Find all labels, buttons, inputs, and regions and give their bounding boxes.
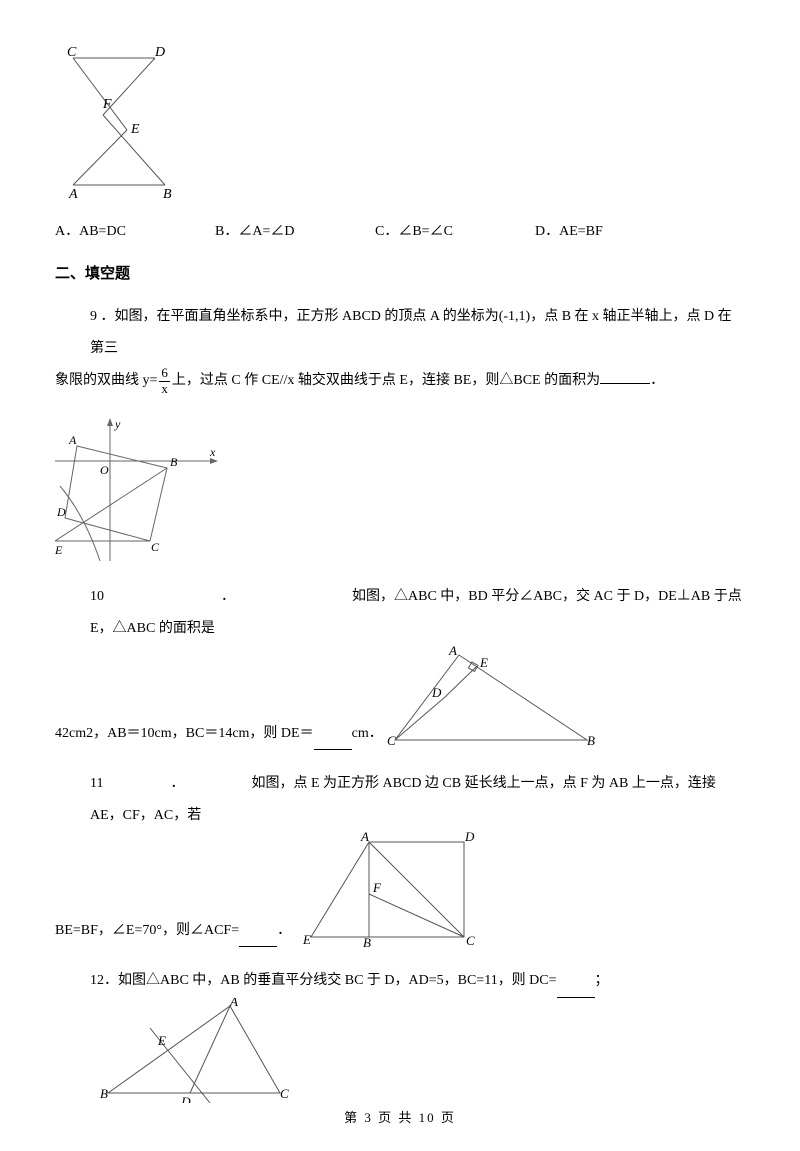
q10: 10 ． 如图，△ABC 中，BD 平分∠ABC，交 AC 于 D，DE⊥AB …: [55, 581, 745, 750]
q9-svg: y A B x O D E C: [55, 416, 225, 566]
q9-text-b: 象限的双曲线 y=: [55, 373, 157, 388]
page-footer: 第 3 页 共 10 页: [0, 1107, 800, 1126]
section-2-heading: 二、填空题: [55, 262, 745, 283]
q11-line1: 11 ． 如图，点 E 为正方形 ABCD 边 CB 延长线上一点，点 F 为 …: [90, 768, 745, 832]
q12-semicolon: ；: [595, 965, 609, 997]
page: C D F E A B A．AB=DC B．∠A=∠D C．∠B=∠C D．AE…: [0, 0, 800, 1151]
q9-label-y: y: [114, 417, 121, 431]
q9-text-a: ．如图，在平面直角坐标系中，正方形 ABCD 的顶点 A 的坐标为(-1,1)，…: [90, 309, 732, 356]
q9-label-D: D: [56, 505, 66, 519]
q9-frac-num: 6: [159, 366, 170, 381]
q8-label-D: D: [154, 45, 165, 60]
q9-label-O: O: [100, 463, 109, 477]
q11: 11 ． 如图，点 E 为正方形 ABCD 边 CB 延长线上一点，点 F 为 …: [55, 768, 745, 947]
q10-text-b: 42cm2，AB＝10cm，BC＝14cm，则 DE＝: [55, 718, 314, 750]
q9-period: ．: [650, 373, 664, 388]
q9-label-x: x: [209, 445, 216, 459]
q9-frac-den: x: [159, 382, 170, 396]
q11-label-A: A: [360, 832, 369, 844]
q9-line1: 9 ．如图，在平面直角坐标系中，正方形 ABCD 的顶点 A 的坐标为(-1,1…: [90, 301, 745, 365]
q11-label-F: F: [372, 880, 382, 895]
q10-text-a: 如图，△ABC 中，BD 平分∠ABC，交 AC 于 D，DE⊥AB 于点 E，…: [90, 589, 742, 636]
q10-label-A: A: [448, 645, 457, 658]
q9-blank: [600, 369, 650, 384]
q10-blank: [314, 735, 352, 750]
q8-label-E: E: [130, 122, 140, 137]
q8-options: A．AB=DC B．∠A=∠D C．∠B=∠C D．AE=BF: [55, 220, 745, 240]
q12: 12 ．如图△ABC 中，AB 的垂直平分线交 BC 于 D，AD=5，BC=1…: [90, 965, 745, 1102]
q12-label-E: E: [157, 1033, 166, 1048]
q11-label-D: D: [464, 832, 475, 844]
q9-label-C: C: [151, 540, 160, 554]
q8-label-A: A: [68, 187, 78, 200]
q10-num: 10: [90, 589, 104, 604]
q8-option-a: A．AB=DC: [55, 220, 215, 240]
q10-label-E: E: [479, 655, 488, 670]
q10-line2: 42cm2，AB＝10cm，BC＝14cm，则 DE＝ cm． A E D C B: [55, 645, 745, 750]
q8-option-b: B．∠A=∠D: [215, 220, 375, 240]
q10-label-B: B: [587, 733, 595, 748]
q11-text-b: BE=BF，∠E=70°，则∠ACF=: [55, 915, 239, 947]
q10-label-C: C: [387, 733, 396, 748]
q11-label-E: E: [302, 932, 311, 947]
q8-option-c: C．∠B=∠C: [375, 220, 535, 240]
q10-sep: ．: [221, 589, 235, 604]
q11-period: ．: [277, 915, 291, 947]
q9-text-c: 上，过点 C 作 CE//x 轴交双曲线于点 E，连接 BE，则△BCE 的面积…: [172, 373, 600, 388]
q9-label-E: E: [55, 543, 63, 557]
q11-blank: [239, 932, 277, 947]
q12-blank: [557, 983, 595, 998]
q12-text-a: ．如图△ABC 中，AB 的垂直平分线交 BC 于 D，AD=5，BC=11，则…: [104, 965, 557, 997]
q10-svg: A E D C B: [387, 645, 597, 750]
q11-text-a: 如图，点 E 为正方形 ABCD 边 CB 延长线上一点，点 F 为 AB 上一…: [90, 776, 716, 823]
q8-option-d: D．AE=BF: [535, 220, 695, 240]
q12-label-D: D: [180, 1094, 191, 1103]
q12-label-C: C: [280, 1086, 289, 1101]
q11-line2: BE=BF，∠E=70°，则∠ACF= ． A D F E B C: [55, 832, 745, 947]
q11-svg: A D F E B C: [301, 832, 501, 947]
q9-line2: 象限的双曲线 y=6x上，过点 C 作 CE//x 轴交双曲线于点 E，连接 B…: [55, 373, 664, 388]
q9-figure: y A B x O D E C: [55, 416, 745, 571]
q9-label-B: B: [170, 455, 178, 469]
q10-line1: 10 ． 如图，△ABC 中，BD 平分∠ABC，交 AC 于 D，DE⊥AB …: [90, 581, 745, 645]
q12-svg: A E B D C: [100, 998, 290, 1103]
q12-num: 12: [90, 965, 104, 997]
q9-num: 9: [90, 309, 97, 324]
q8-label-C: C: [67, 45, 77, 60]
q11-num: 11: [90, 776, 103, 791]
q11-label-C: C: [466, 933, 475, 947]
q9-label-A: A: [68, 433, 77, 447]
q8-label-B: B: [163, 187, 172, 200]
q10-label-D: D: [431, 685, 442, 700]
q8-figure: C D F E A B: [55, 40, 745, 205]
q10-unit: cm．: [352, 718, 383, 750]
q9-fraction: 6x: [159, 366, 170, 396]
q11-label-B: B: [363, 935, 371, 947]
q8-label-F: F: [102, 97, 112, 112]
q12-label-B: B: [100, 1086, 108, 1101]
q12-label-A: A: [229, 998, 238, 1009]
q8-svg: C D F E A B: [55, 40, 195, 200]
q9: 9 ．如图，在平面直角坐标系中，正方形 ABCD 的顶点 A 的坐标为(-1,1…: [55, 301, 745, 398]
q11-sep: ．: [170, 776, 184, 791]
